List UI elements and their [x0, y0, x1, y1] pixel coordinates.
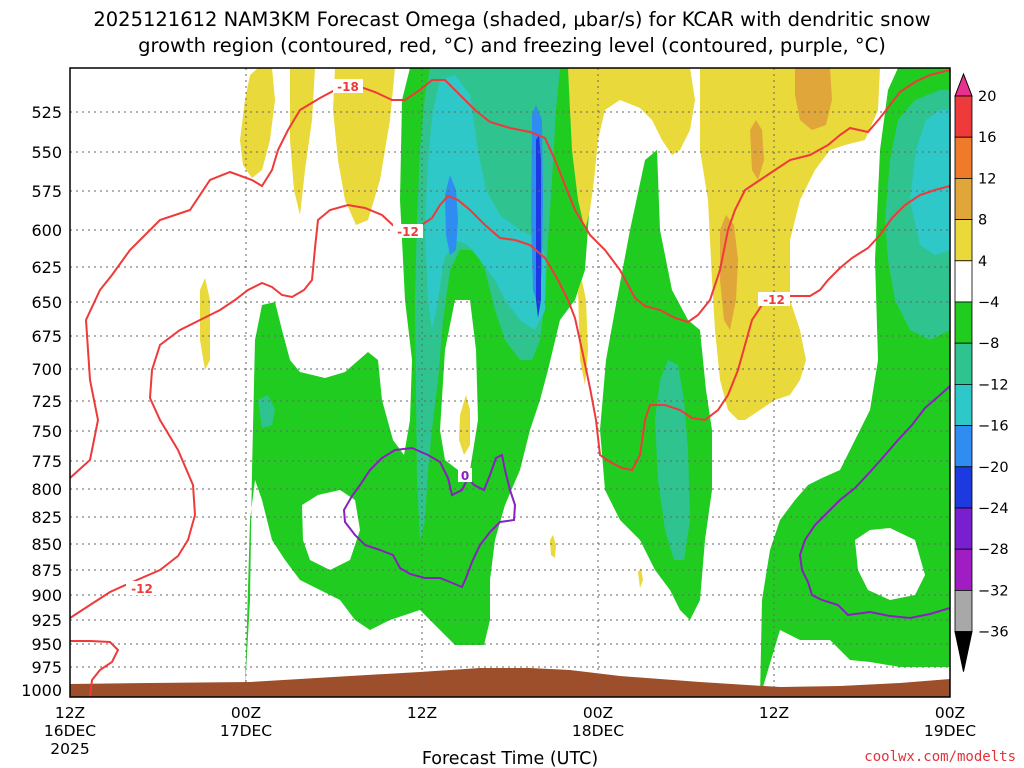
dgz-contour-outer	[70, 69, 950, 479]
x-tick-label: 19DEC	[924, 722, 976, 740]
colorbar-bin	[954, 466, 973, 509]
colorbar-label: −12	[978, 377, 1009, 393]
ground-surface	[70, 668, 950, 697]
colorbar-label: −16	[978, 419, 1009, 435]
colorbar-label: −8	[978, 336, 999, 352]
y-tick-label: 625	[31, 258, 62, 277]
y-tick-label: 700	[31, 360, 62, 379]
x-tick-label: 00Z	[583, 704, 613, 722]
x-tick-label: 12Z	[759, 704, 789, 722]
x-tick-label: 2025	[50, 740, 89, 758]
x-tick-label: 00Z	[935, 704, 965, 722]
x-tick-label: 17DEC	[220, 722, 272, 740]
y-tick-label: 725	[31, 392, 62, 411]
colorbar-bin	[954, 507, 973, 550]
colorbar-bin	[954, 177, 973, 220]
colorbar-bin	[954, 136, 973, 179]
omega-region-neg12	[425, 75, 546, 330]
y-tick-label: 825	[31, 508, 62, 527]
y-tick-label: 850	[31, 535, 62, 554]
y-tick-label: 550	[31, 143, 62, 162]
x-tick-label: 00Z	[231, 704, 261, 722]
y-tick-label: 775	[31, 452, 62, 471]
x-tick-label: 12Z	[407, 704, 437, 722]
y-tick-label: 975	[31, 658, 62, 677]
colorbar-label: −24	[978, 501, 1009, 517]
y-tick-label: 675	[31, 327, 62, 346]
colorbar-bin	[954, 219, 973, 262]
colorbar-label: −28	[978, 542, 1009, 558]
colorbar-label: −20	[978, 460, 1009, 476]
colorbar-label: 4	[978, 254, 987, 270]
y-axis: 525 550 575 600 625 650 675 700 725 750 …	[21, 103, 62, 700]
colorbar-label: 8	[978, 213, 987, 229]
colorbar-label: 16	[978, 130, 996, 146]
y-tick-label: 600	[31, 221, 62, 240]
chart-title-line1: 2025121612 NAM3KM Forecast Omega (shaded…	[93, 8, 930, 31]
dgz-label-1: -18	[337, 80, 359, 94]
y-tick-label: 900	[31, 586, 62, 605]
colorbar-bin	[954, 425, 973, 468]
dgz-label-3: -12	[763, 293, 785, 307]
y-tick-label: 925	[31, 611, 62, 630]
y-tick-label: 800	[31, 480, 62, 499]
plot-frame	[69, 67, 951, 698]
freezing-contour-right	[798, 385, 950, 620]
colorbar: 20 16 12 8 4 −4 −8 −12 −16 −20 −24 −28 −32 −36	[954, 72, 1009, 672]
colorbar-label: 12	[978, 171, 996, 187]
colorbar-bin	[954, 301, 973, 344]
colorbar-bin	[954, 260, 973, 303]
dgz-label-4: -12	[131, 582, 153, 596]
omega-region-pos8	[795, 68, 832, 130]
colorbar-top-arrow	[954, 72, 973, 97]
colorbar-bin	[954, 548, 973, 591]
colorbar-label: −4	[978, 295, 999, 311]
colorbar-bottom-arrow	[954, 631, 973, 672]
omega-region-pos4	[240, 68, 275, 178]
y-tick-label: 650	[31, 293, 62, 312]
freezing-contours	[342, 385, 950, 620]
dgz-contour-lower	[70, 640, 120, 697]
y-tick-label: 875	[31, 561, 62, 580]
freezing-contour-left	[342, 446, 517, 589]
credit-text: coolwx.com/modelts	[864, 749, 1016, 765]
grid-lines	[70, 68, 950, 697]
colorbar-bin	[954, 383, 973, 426]
colorbar-label: −36	[978, 625, 1009, 641]
x-axis-title: Forecast Time (UTC)	[422, 749, 598, 768]
y-tick-label: 525	[31, 103, 62, 122]
y-tick-label: 950	[31, 635, 62, 654]
freezing-label: 0	[461, 469, 469, 483]
colorbar-label: −32	[978, 583, 1009, 599]
colorbar-bin	[954, 590, 973, 633]
x-tick-label: 16DEC	[44, 722, 96, 740]
colorbar-label: 20	[978, 89, 996, 105]
y-tick-label: 750	[31, 422, 62, 441]
omega-region-neg16	[445, 175, 458, 255]
x-tick-label: 12Z	[55, 704, 85, 722]
colorbar-bin	[954, 95, 973, 138]
colorbar-bin	[954, 342, 973, 385]
contour-labels: -18 -12 -12 -12 0	[126, 79, 790, 596]
y-tick-label: 575	[31, 182, 62, 201]
x-tick-label: 18DEC	[572, 722, 624, 740]
x-axis: 12Z 16DEC 2025 00Z 17DEC 12Z 00Z 18DEC 1…	[44, 704, 976, 758]
y-tick-label: 1000	[21, 681, 62, 700]
dgz-label-2: -12	[397, 225, 419, 239]
chart-title-line2: growth region (contoured, red, °C) and f…	[138, 34, 886, 57]
